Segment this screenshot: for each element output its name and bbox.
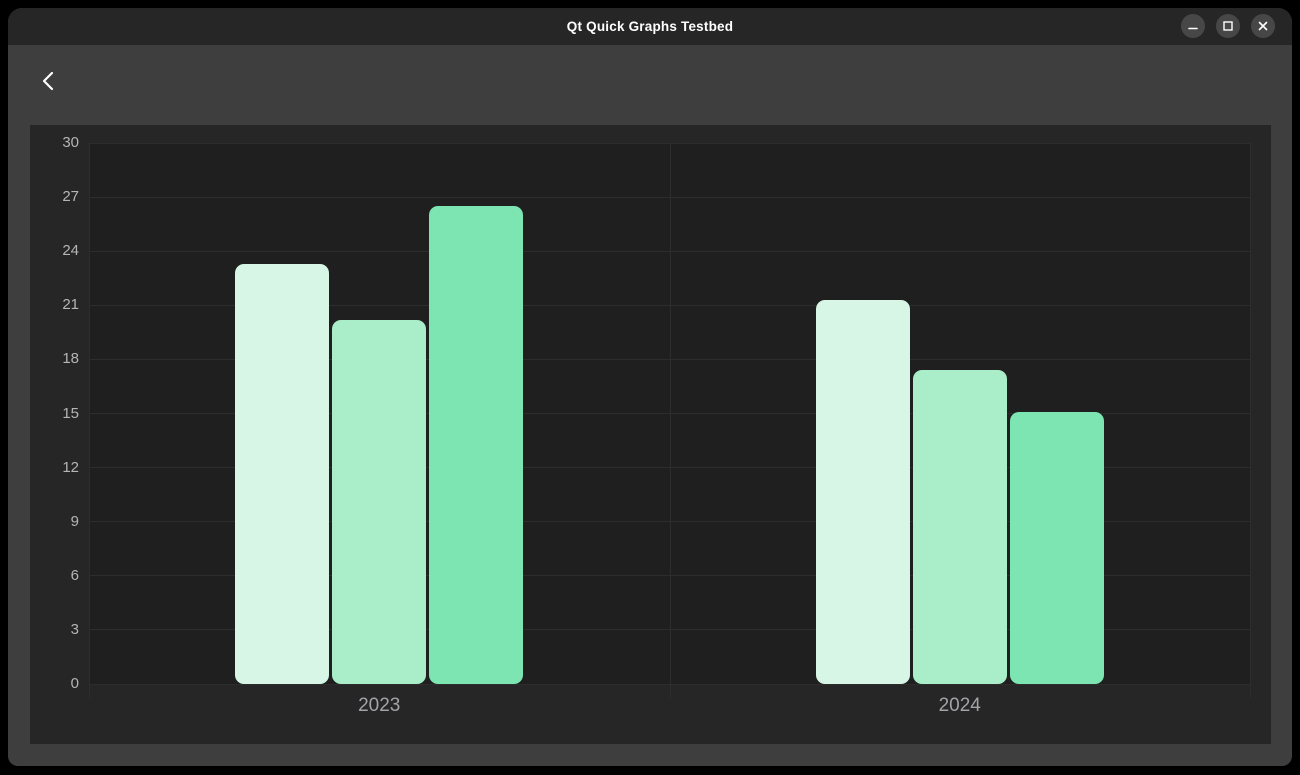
ytick-label-12: 12	[62, 458, 79, 476]
ytick-label-30: 30	[62, 134, 79, 151]
bar-2024-series-1[interactable]	[815, 299, 910, 684]
xcat-label-2023: 2023	[358, 695, 401, 716]
window-controls	[1181, 14, 1275, 38]
close-icon	[1258, 21, 1268, 31]
ytick-label-6: 6	[70, 566, 79, 584]
axis-tick-0	[89, 684, 90, 698]
maximize-icon	[1223, 21, 1233, 31]
xcat-label-2024: 2024	[938, 695, 981, 716]
bar-2023-series-2[interactable]	[332, 319, 427, 684]
chevron-left-icon	[42, 71, 54, 91]
gridline-x-2	[1250, 143, 1251, 684]
minimize-icon	[1188, 27, 1198, 30]
gridline-x-1	[670, 143, 671, 684]
ytick-label-3: 3	[70, 620, 79, 638]
bar-chart: 0 3 6 9 12 15 18 21 24 27 30 2023 2024	[30, 125, 1271, 744]
gridline-y-9	[89, 521, 1250, 523]
gridline-y-12	[89, 467, 1250, 469]
bar-2023-series-1[interactable]	[235, 263, 330, 684]
bar-2023-series-3[interactable]	[429, 206, 524, 684]
gridline-y-27	[89, 196, 1250, 198]
close-button[interactable]	[1251, 14, 1275, 38]
plot-area	[89, 142, 1251, 685]
ytick-label-27: 27	[62, 188, 79, 206]
ytick-label-15: 15	[62, 404, 79, 422]
ytick-label-9: 9	[70, 512, 79, 530]
gridline-y-3	[89, 629, 1250, 631]
gridline-y-0	[89, 683, 1250, 685]
gridline-x-0	[89, 143, 90, 684]
maximize-button[interactable]	[1216, 14, 1240, 38]
app-window: Qt Quick Graphs Testbed	[8, 8, 1292, 766]
ytick-label-24: 24	[62, 242, 79, 260]
gridline-y-30	[89, 142, 1250, 144]
gridline-y-18	[89, 358, 1250, 360]
back-button[interactable]	[26, 59, 70, 103]
minimize-button[interactable]	[1181, 14, 1205, 38]
gridline-y-21	[89, 304, 1250, 306]
gridline-y-6	[89, 575, 1250, 577]
axis-tick-2	[1250, 684, 1251, 698]
window-title: Qt Quick Graphs Testbed	[566, 19, 734, 34]
ytick-label-0: 0	[70, 675, 79, 692]
titlebar[interactable]: Qt Quick Graphs Testbed	[8, 8, 1292, 45]
ytick-label-21: 21	[62, 296, 79, 314]
bar-2024-series-2[interactable]	[912, 370, 1007, 684]
gridline-y-15	[89, 413, 1250, 414]
axis-tick-1	[670, 684, 671, 698]
gridline-y-24	[89, 250, 1250, 252]
bar-2024-series-3[interactable]	[1009, 411, 1104, 684]
ytick-label-18: 18	[62, 350, 79, 368]
